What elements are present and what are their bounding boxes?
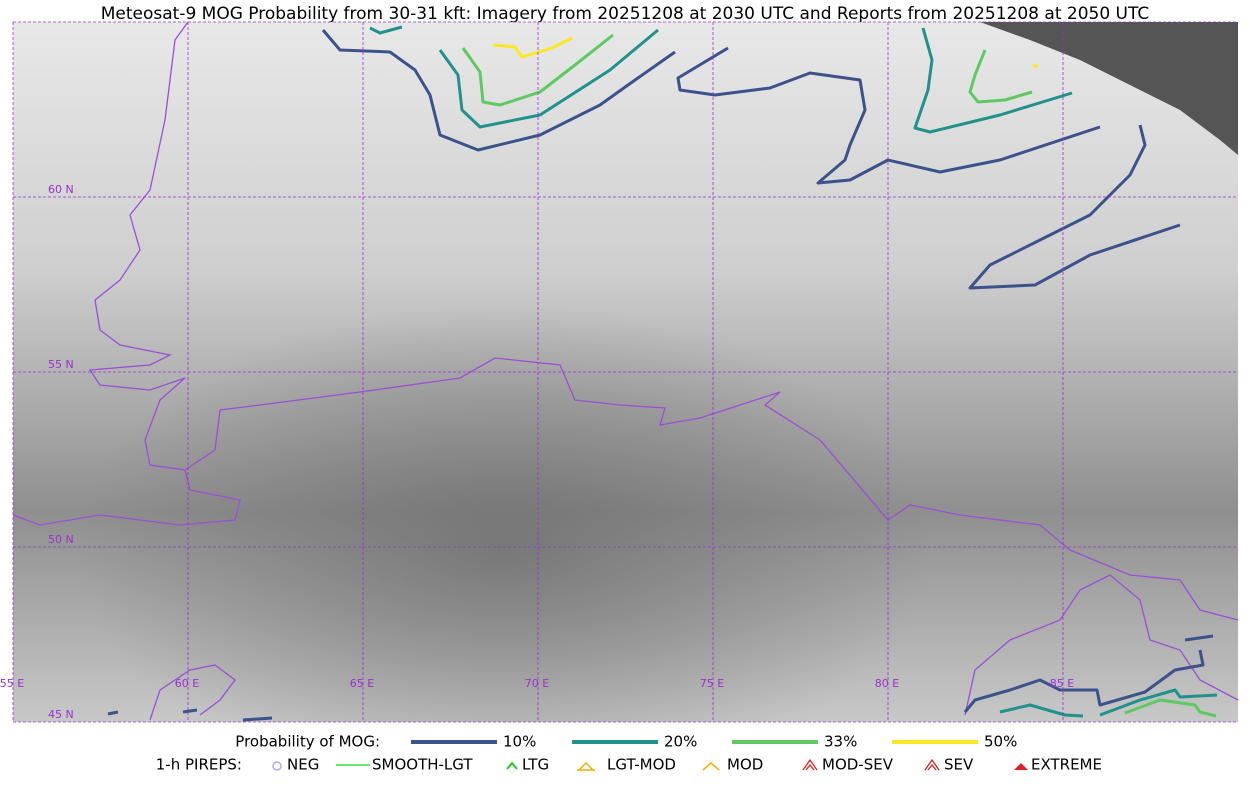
border	[964, 574, 1239, 716]
symbol	[924, 758, 940, 771]
contour	[461, 33, 614, 107]
lon-label: 60 E	[175, 677, 199, 690]
symbol	[272, 761, 282, 771]
pirep-symbol	[702, 762, 720, 771]
pirep-label: MOD-SEV	[822, 756, 894, 774]
contour	[999, 688, 1218, 718]
pireps-title: 1-h PIREPS:	[156, 756, 242, 774]
legend-title: Probability of MOG:	[235, 733, 380, 751]
symbol	[506, 761, 518, 770]
pirep-symbol	[272, 761, 282, 771]
contour	[968, 49, 1033, 104]
legend: Probability of MOG: 1-h PIREPS: 10% 20% 33…	[156, 733, 1102, 774]
lat-label: 55 N	[48, 358, 74, 371]
pirep-label: EXTREME	[1031, 756, 1102, 774]
contour	[968, 124, 1181, 290]
coastline	[149, 664, 236, 721]
graticule: 60 N 55 N 50 N 45 N 55 E 60 E 65 E 70 E 75 E 80 E…	[0, 21, 1238, 723]
lon-label: 70 E	[525, 677, 549, 690]
border	[184, 357, 1239, 621]
contour	[492, 36, 573, 59]
contour	[107, 708, 273, 722]
lat-label: 45 N	[48, 708, 74, 721]
contour	[1124, 698, 1217, 718]
lat-label: 50 N	[48, 533, 74, 546]
pirep-label: LGT-MOD	[607, 756, 676, 774]
title: Meteosat-9 MOG Probability from 30-31 kf…	[101, 4, 1150, 24]
lon-label: 85 E	[1050, 677, 1074, 690]
contour	[913, 27, 1073, 134]
contour	[438, 28, 659, 129]
lat-label: 60 N	[48, 183, 74, 196]
pirep-label: SMOOTH-LGT	[372, 756, 473, 774]
pirep-label: SEV	[944, 756, 974, 774]
no-data-region	[980, 22, 1238, 155]
legend-label: 20%	[664, 733, 697, 751]
coastline	[12, 21, 241, 526]
lon-label: 75 E	[700, 677, 724, 690]
contour	[369, 25, 403, 35]
pirep-symbol	[924, 758, 940, 771]
pirep-label: MOD	[727, 756, 763, 774]
symbol	[1014, 763, 1028, 770]
symbol	[577, 761, 595, 771]
symbol	[802, 758, 818, 771]
pirep-label: NEG	[287, 756, 319, 774]
lon-label: 65 E	[350, 677, 374, 690]
contour	[321, 29, 676, 152]
legend-label: 50%	[984, 733, 1017, 751]
legend-label: 33%	[824, 733, 857, 751]
lon-label: 55 E	[0, 677, 24, 690]
pirep-symbol	[802, 758, 818, 771]
pirep-symbol	[506, 761, 518, 770]
pirep-label: LTG	[522, 756, 549, 774]
lon-label: 80 E	[875, 677, 899, 690]
symbol	[702, 762, 720, 771]
pirep-symbol	[1014, 763, 1028, 770]
contour	[963, 634, 1214, 713]
pirep-symbol	[577, 761, 595, 771]
contour	[676, 46, 1101, 185]
legend-label: 10%	[503, 733, 536, 751]
contours	[107, 25, 1218, 722]
map: 60 N 55 N 50 N 45 N 55 E 60 E 65 E 70 E 75 E 80 E…	[0, 21, 1239, 723]
